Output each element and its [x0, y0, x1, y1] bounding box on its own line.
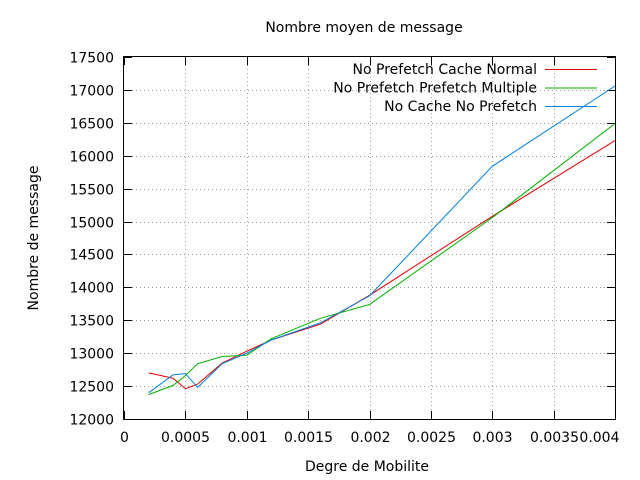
x-tick-label: 0.003 — [472, 430, 512, 446]
chart-title: Nombre moyen de message — [265, 20, 462, 36]
x-tick-label: 0 — [120, 430, 129, 446]
series-group — [148, 85, 616, 396]
grid — [124, 57, 615, 419]
y-tick-label: 15000 — [69, 216, 114, 232]
legend: No Prefetch Cache Normal No Prefetch Pref… — [333, 62, 597, 115]
y-tick-label: 13000 — [69, 347, 114, 363]
x-tick-label: 0.004 — [579, 430, 619, 446]
y-tick-label: 17500 — [69, 51, 114, 67]
y-axis: 12000 12500 13000 13500 14000 14500 15000 15500… — [69, 51, 615, 429]
x-tick-label: 0.0015 — [284, 430, 333, 446]
legend-label: No Prefetch Prefetch Multiple — [333, 81, 537, 97]
legend-label: No Cache No Prefetch — [384, 99, 537, 115]
y-tick-label: 13500 — [69, 314, 114, 330]
y-tick-label: 16500 — [69, 117, 114, 133]
y-tick-label: 15500 — [69, 183, 114, 199]
series-line — [148, 123, 616, 396]
x-axis: 0 0.0005 0.001 0.0015 0.002 0.0025 0.003 0.0035… — [120, 57, 620, 446]
series-line — [148, 85, 616, 394]
y-tick-label: 12000 — [69, 413, 114, 429]
y-tick-label: 14500 — [69, 248, 114, 264]
y-tick-label: 16000 — [69, 150, 114, 166]
x-tick-label: 0.001 — [227, 430, 267, 446]
x-tick-label: 0.0025 — [407, 430, 456, 446]
x-tick-label: 0.0005 — [161, 430, 210, 446]
x-tick-label: 0.0035 — [530, 430, 579, 446]
x-axis-label: Degre de Mobilite — [305, 459, 429, 475]
plot-frame — [123, 56, 616, 420]
y-axis-label: Nombre de message — [26, 166, 42, 311]
y-tick-label: 17000 — [69, 84, 114, 100]
x-tick-label: 0.002 — [350, 430, 390, 446]
y-tick-label: 12500 — [69, 380, 114, 396]
series-line — [148, 140, 616, 390]
legend-label: No Prefetch Cache Normal — [353, 62, 537, 78]
y-tick-label: 14000 — [69, 281, 114, 297]
